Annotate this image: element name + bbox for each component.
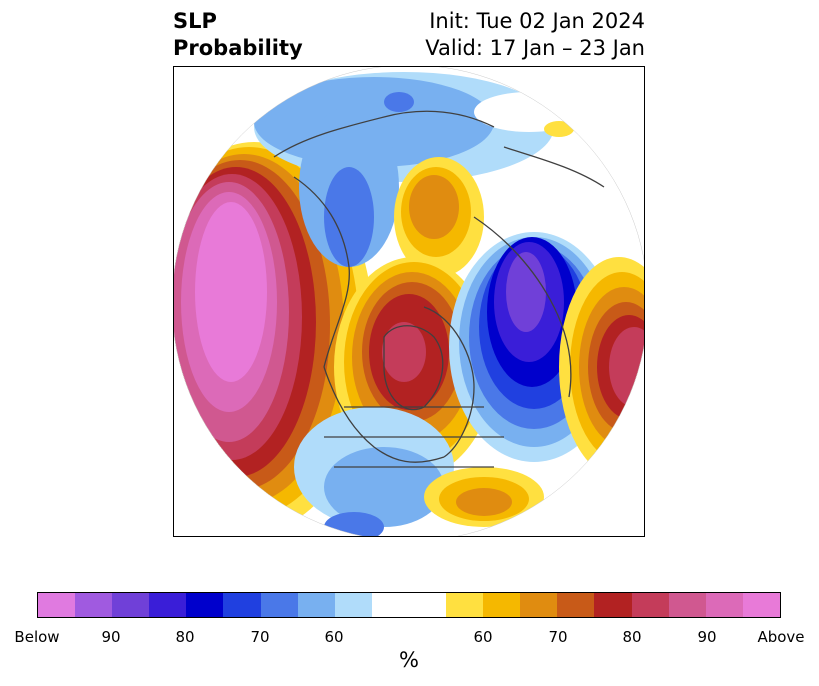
title-left: SLP Probability xyxy=(173,8,303,62)
colorbar-segment xyxy=(112,593,150,617)
tick-label-above-70: 70 xyxy=(548,628,568,646)
colorbar-segment xyxy=(297,593,335,617)
siberia-low xyxy=(254,72,584,267)
tick-label-below: Below xyxy=(14,628,60,646)
tick-label-below-70: 70 xyxy=(250,628,270,646)
tick-label-above-60: 60 xyxy=(473,628,493,646)
colorbar xyxy=(37,592,781,618)
tick-label-below-80: 80 xyxy=(175,628,195,646)
tick-label-above: Above xyxy=(757,628,805,646)
title-right: Init: Tue 02 Jan 2024 Valid: 17 Jan – 23… xyxy=(425,8,645,62)
init-date: Init: Tue 02 Jan 2024 xyxy=(429,9,645,33)
colorbar-segment xyxy=(75,593,113,617)
colorbar-segment xyxy=(408,593,447,617)
colorbar-segment xyxy=(149,593,187,617)
title-variable: SLP xyxy=(173,9,217,33)
tick-label-above-90: 90 xyxy=(697,628,717,646)
colorbar-segment xyxy=(594,593,632,617)
colorbar-segment xyxy=(483,593,521,617)
colorbar-segment xyxy=(186,593,224,617)
tick-label-below-90: 90 xyxy=(101,628,121,646)
colorbar-unit: % xyxy=(399,648,419,672)
eastern-atlantic-high xyxy=(559,257,644,477)
colorbar-segment xyxy=(557,593,595,617)
colorbar-segment xyxy=(38,593,76,617)
colorbar-segment xyxy=(520,593,558,617)
colorbar-segment xyxy=(446,593,484,617)
colorbar-segment xyxy=(631,593,669,617)
tick-label-below-60: 60 xyxy=(324,628,344,646)
colorbar-segment xyxy=(705,593,743,617)
colorbar-segment xyxy=(223,593,261,617)
gulf-of-mexico-high xyxy=(424,467,544,527)
colorbar-segment xyxy=(742,593,780,617)
colorbar-segment xyxy=(668,593,706,617)
map-panel xyxy=(173,66,645,537)
colorbar-segment xyxy=(334,593,372,617)
arctic-greenland-high xyxy=(334,157,494,477)
valid-range: Valid: 17 Jan – 23 Jan xyxy=(425,36,645,60)
colorbar-segment xyxy=(260,593,298,617)
probability-map xyxy=(174,67,644,536)
coastlines xyxy=(273,110,605,468)
colorbar-segment xyxy=(371,593,409,617)
title-type: Probability xyxy=(173,36,303,60)
tick-label-above-80: 80 xyxy=(622,628,642,646)
